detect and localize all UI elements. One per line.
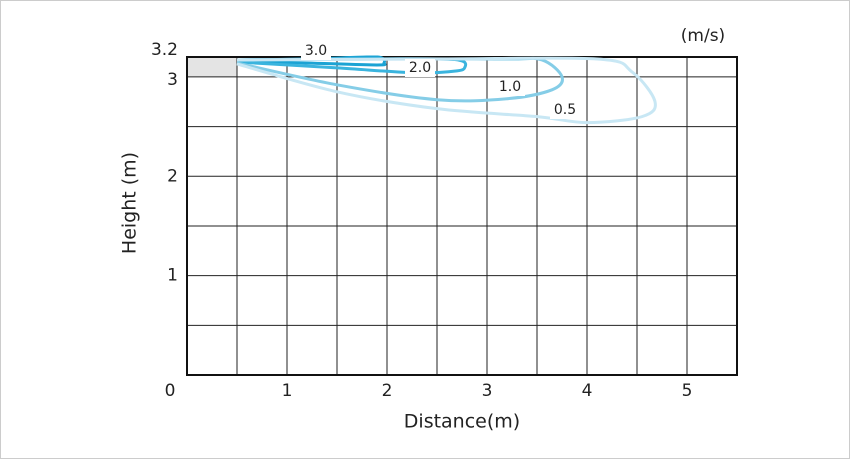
contour-label-bg bbox=[301, 42, 331, 60]
x-tick-label: 5 bbox=[682, 381, 693, 401]
plot-border bbox=[186, 56, 738, 376]
x-axis-label: Distance(m) bbox=[404, 411, 520, 433]
unit-outlet bbox=[187, 57, 237, 77]
y-axis-label: Height (m) bbox=[119, 152, 141, 254]
contour-label: 3.0 bbox=[305, 43, 327, 59]
contour-line bbox=[236, 56, 657, 125]
x-tick-label: 4 bbox=[582, 381, 593, 401]
contour-label-bg bbox=[550, 101, 580, 119]
y-tick-label: 1 bbox=[167, 266, 178, 286]
contour-label: 1.0 bbox=[499, 79, 521, 95]
x-tick-label: 3 bbox=[482, 381, 493, 401]
x-tick-label: 2 bbox=[382, 381, 393, 401]
y-tick-label: 3.2 bbox=[151, 40, 178, 60]
x-tick-label: 0 bbox=[165, 381, 176, 401]
contour-label-bg bbox=[495, 78, 525, 96]
contour-label-bg bbox=[405, 59, 435, 77]
contour-label: 0.5 bbox=[554, 102, 576, 118]
y-tick-label: 2 bbox=[167, 166, 178, 186]
unit-label: (m/s) bbox=[681, 26, 725, 46]
contour-label: 2.0 bbox=[409, 60, 431, 76]
x-tick-label: 1 bbox=[282, 381, 293, 401]
y-tick-label: 3 bbox=[167, 70, 178, 90]
